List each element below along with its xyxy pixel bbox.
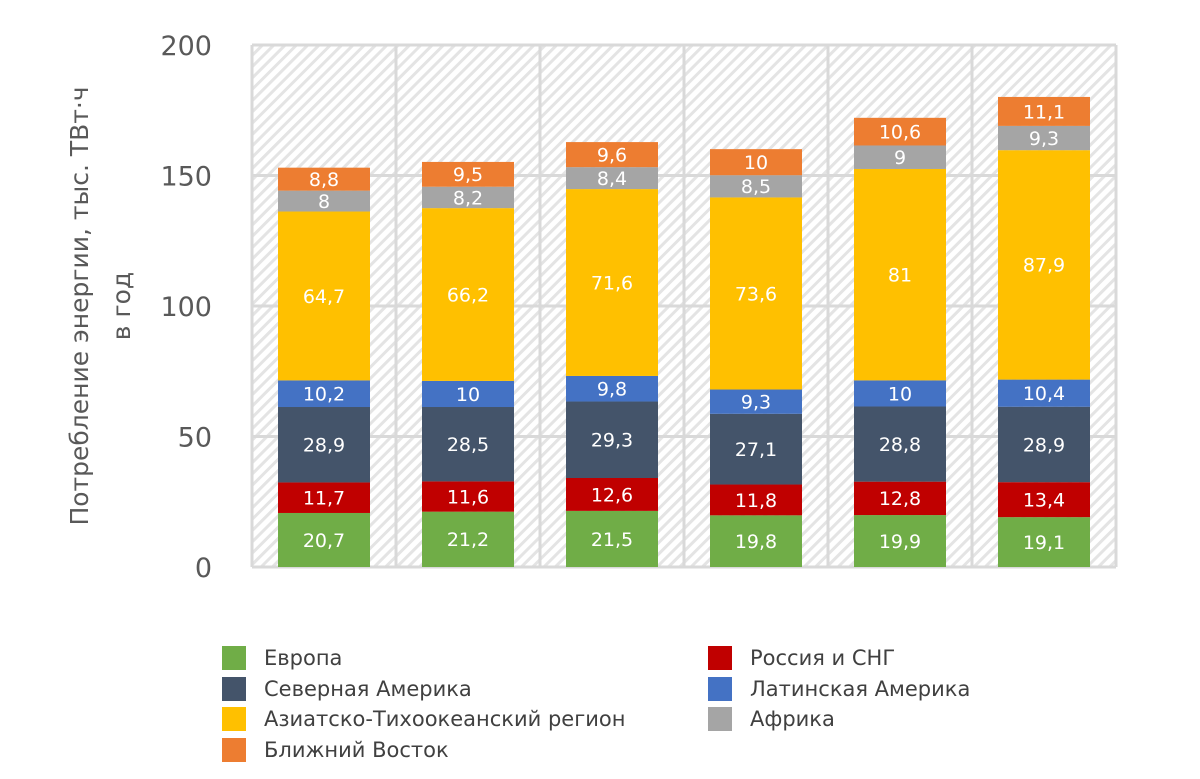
data-label: 8 [318, 191, 330, 213]
bar-segment [278, 512, 370, 567]
bar-segment [278, 211, 370, 381]
bar-segment [422, 161, 514, 187]
data-label: 9 [894, 147, 906, 169]
bar-segment [854, 117, 946, 146]
data-label: 21,5 [591, 529, 633, 551]
data-label: 9,5 [453, 164, 483, 186]
data-label: 9,8 [597, 379, 627, 401]
data-label: 11,6 [447, 486, 489, 508]
data-label: 28,9 [303, 435, 345, 457]
bar-segment [566, 375, 658, 402]
bar-segment [278, 407, 370, 483]
data-label: 28,9 [1023, 434, 1065, 456]
y-axis-label-line2: в год [107, 272, 136, 340]
data-label: 12,6 [591, 484, 633, 506]
data-label: 66,2 [447, 284, 489, 306]
bar-segment [566, 189, 658, 376]
data-label: 19,8 [735, 531, 777, 553]
bar-segment [278, 482, 370, 513]
bar-segment [566, 401, 658, 478]
data-label: 9,3 [741, 391, 771, 413]
bar-segment [854, 145, 946, 169]
data-label: 10 [456, 384, 480, 406]
data-label: 13,4 [1023, 490, 1065, 512]
data-label: 28,8 [879, 434, 921, 456]
bar-segment [998, 406, 1090, 483]
y-tick-label: 100 [160, 292, 212, 323]
bar-segment [710, 389, 802, 414]
data-label: 64,7 [303, 286, 345, 308]
data-label: 19,1 [1023, 532, 1065, 554]
bar-segment [566, 510, 658, 567]
bar-segment [422, 208, 514, 381]
bar-segment [566, 167, 658, 190]
data-label: 11,7 [303, 488, 345, 510]
data-label: 10 [744, 152, 768, 174]
y-axis-label: Потребление энергии, тыс. ТВт·ч [65, 86, 94, 525]
data-label: 9,6 [597, 144, 627, 166]
data-label: 20,7 [303, 530, 345, 552]
data-label: 9,3 [1029, 128, 1059, 150]
data-label: 11,1 [1023, 101, 1065, 123]
data-label: 19,9 [879, 531, 921, 553]
bar-segment [710, 175, 802, 198]
bar-segment [422, 407, 514, 482]
bar-segment [278, 190, 370, 212]
bar-segment [854, 515, 946, 567]
data-label: 87,9 [1023, 255, 1065, 277]
bar-segment [710, 197, 802, 390]
data-label: 10,2 [303, 384, 345, 406]
y-tick-label: 150 [160, 162, 212, 193]
bar-segment [854, 406, 946, 482]
data-label: 8,2 [453, 187, 483, 209]
data-label: 8,5 [741, 176, 771, 198]
data-label: 73,6 [735, 283, 777, 305]
bar-segment [566, 477, 658, 511]
bar-segment [998, 150, 1090, 380]
bar-segment [422, 380, 514, 408]
data-label: 8,8 [309, 169, 339, 191]
bar-segment [998, 482, 1090, 518]
data-label: 11,8 [735, 490, 777, 512]
bar-segment [278, 380, 370, 408]
data-label: 12,8 [879, 488, 921, 510]
data-label: 10,6 [879, 121, 921, 143]
data-label: 71,6 [591, 272, 633, 294]
bar-segment [422, 511, 514, 567]
bar-segment [710, 515, 802, 567]
bar-segment [566, 142, 658, 168]
bar-segment [278, 167, 370, 191]
data-label: 29,3 [591, 430, 633, 452]
bar-segment [854, 481, 946, 516]
bar-segment [422, 186, 514, 209]
data-label: 10 [888, 383, 912, 405]
data-label: 81 [888, 265, 912, 287]
bar-segment [710, 413, 802, 485]
y-tick-label: 200 [160, 31, 212, 62]
bar-segment [998, 379, 1090, 407]
bar-segment [854, 168, 946, 381]
data-label: 27,1 [735, 439, 777, 461]
data-label: 10,4 [1023, 383, 1065, 405]
bar-segment [998, 125, 1090, 151]
data-label: 28,5 [447, 434, 489, 456]
bar-segment [422, 481, 514, 512]
bar-segment [854, 380, 946, 407]
bar-segment [710, 484, 802, 516]
bar-segment [710, 149, 802, 176]
y-tick-label: 50 [178, 423, 212, 454]
data-label: 21,2 [447, 529, 489, 551]
y-tick-label: 0 [195, 553, 212, 584]
bar-segment [998, 517, 1090, 567]
bar-segment [998, 96, 1090, 126]
data-label: 8,4 [597, 168, 627, 190]
